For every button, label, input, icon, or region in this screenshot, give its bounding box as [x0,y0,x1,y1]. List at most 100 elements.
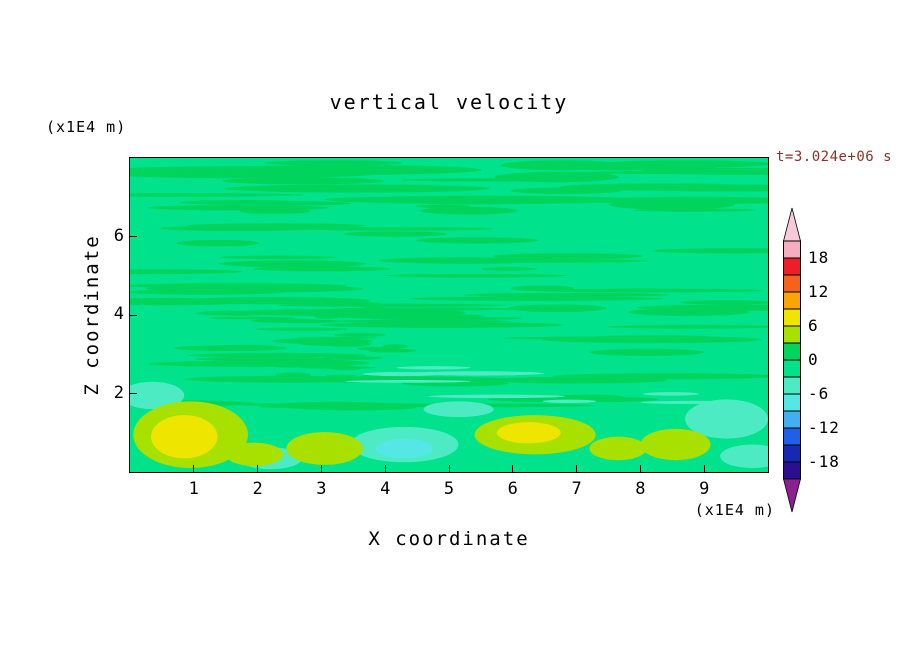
streak [428,394,565,399]
streak [195,310,275,316]
streak [328,195,644,204]
z-tick-mark [130,314,137,316]
x-tick-mark [703,465,705,472]
updraft-blob [225,442,284,467]
x-tick-label: 4 [380,479,391,499]
streak [320,322,564,328]
streak [506,304,607,312]
colorbar-segment [783,461,801,480]
x-axis-title: X coordinate [368,528,530,550]
colorbar-tick-label: -6 [808,384,830,403]
streak [251,318,325,323]
colorbar-segment [783,376,801,395]
x-tick-label: 8 [635,479,646,499]
colorbar-segment [783,393,801,412]
colorbar-tick-label: 12 [808,282,830,301]
streak [419,206,518,215]
streak [370,312,413,318]
streak [384,273,568,278]
streak [299,366,378,369]
updraft-core [496,422,561,444]
streak [130,269,242,275]
colorbar-top-arrow [783,207,801,242]
updraft-blob [286,431,363,465]
streak [179,200,311,205]
streak [542,336,762,344]
updraft-core [151,415,218,459]
downdraft-core [375,438,434,459]
feature-blobs [130,381,768,470]
streak [492,253,644,260]
colorbar-segment [783,257,801,276]
streak [222,177,385,185]
x-tick-label: 9 [699,479,710,499]
streak [589,348,705,356]
z-tick-label: 4 [113,304,124,324]
streak [323,341,371,347]
streak [225,346,287,349]
x-tick-mark [193,465,195,472]
streak [275,372,311,378]
streak [247,352,321,358]
streak [257,208,311,214]
x-tick-label: 6 [507,479,518,499]
streak [321,301,381,305]
x-tick-label: 2 [252,479,263,499]
x-tick-mark [384,465,386,472]
colorbar-tick-label: 0 [808,350,819,369]
streak [276,303,508,307]
streak [296,226,494,231]
x-tick-label: 1 [188,479,199,499]
streak [357,346,400,351]
z-tick-label: 6 [113,225,124,246]
streak [410,296,663,301]
streak [208,284,270,287]
colorbar-segment [783,274,801,293]
streak [636,304,768,311]
streak [130,289,284,295]
colorbar-segment [783,359,801,378]
plot-area [129,157,769,473]
streak [607,324,768,329]
streak [333,332,386,337]
z-tick-mark [130,236,137,237]
streak [510,187,622,194]
colorbar-tick-label: -18 [808,452,840,471]
streak [638,167,768,175]
updraft-blob [589,436,647,461]
colorbar-segment [783,427,801,446]
x-axis-unit-label: (x1E4 m) [694,501,775,519]
colorbar-segment [783,444,801,463]
z-axis-unit-label: (x1E4 m) [46,118,127,136]
colorbar-tick-label: -12 [808,418,840,437]
streak [313,361,348,367]
streak [343,231,448,237]
streak [480,259,649,263]
colorbar-segment [783,325,801,344]
streak [322,356,384,360]
streak [325,374,358,378]
colorbar-tick-label: 18 [808,248,830,267]
streak [396,366,471,370]
z-tick-mark [130,393,137,394]
streak [296,336,377,340]
time-annotation: t=3.024e+06 s [776,149,893,165]
colorbar [783,207,801,513]
x-tick-mark [639,465,641,472]
downdraft-patch [685,399,768,439]
colorbar-segment [783,342,801,361]
streak [218,255,337,260]
streak [609,199,735,210]
streak [360,306,390,312]
streak [130,166,391,179]
x-tick-label: 5 [443,479,455,499]
streak [224,356,247,361]
x-tick-mark [257,465,259,472]
streak [264,160,404,166]
streak [500,160,624,171]
colorbar-tick-label: 6 [808,316,819,335]
streak [481,267,538,271]
x-tick-mark [320,465,322,472]
streak [651,248,768,254]
downdraft-patch [423,401,494,418]
